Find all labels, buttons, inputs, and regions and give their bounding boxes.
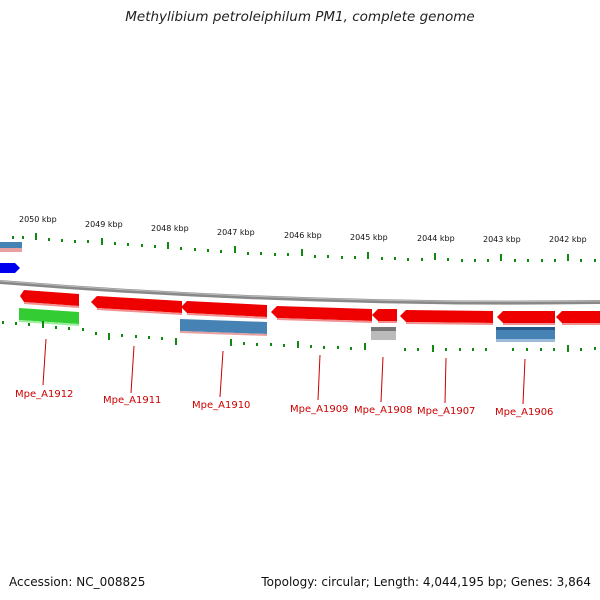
gene-label: Mpe_A1911 — [103, 395, 161, 406]
gene-label: Mpe_A1908 — [354, 405, 412, 416]
gene-label: Mpe_A1909 — [290, 404, 348, 415]
gene-arrow — [372, 309, 397, 321]
upper-left-features — [0, 242, 22, 273]
topology-text: Topology: circular; Length: 4,044,195 bp… — [261, 575, 591, 589]
gene-label: Mpe_A1906 — [495, 407, 553, 418]
grey-feature — [371, 327, 396, 331]
ruler-label: 2049 kbp — [85, 220, 123, 229]
outer-tick-track — [12, 233, 596, 262]
blue-gene-arrow — [0, 263, 20, 273]
accession-text: Accession: NC_008825 — [9, 575, 146, 589]
gene-label: Mpe_A1910 — [192, 400, 250, 411]
gene-arrow — [556, 311, 600, 323]
ruler-label: 2048 kbp — [151, 224, 189, 233]
gene-arrow — [181, 301, 267, 317]
page-title: Methylibium petroleiphilum PM1, complete… — [125, 9, 475, 25]
ruler-label: 2044 kbp — [417, 234, 455, 243]
gene-label: Mpe_A1907 — [417, 406, 475, 417]
genome-backbone — [0, 280, 600, 305]
green-feature — [19, 308, 79, 324]
ruler-label: 2043 kbp — [483, 235, 521, 244]
inner-tick-track — [2, 321, 596, 352]
feature-track — [19, 308, 555, 342]
gene-arrow — [497, 311, 555, 323]
ruler-label: 2047 kbp — [217, 228, 255, 237]
gene-label: Mpe_A1912 — [15, 389, 73, 400]
gene-labels: Mpe_A1912 Mpe_A1911 Mpe_A1910 Mpe_A1909 … — [15, 389, 553, 418]
label-leader-lines — [42, 338, 526, 405]
gene-track — [20, 290, 600, 325]
gene-arrow — [400, 310, 493, 323]
ruler-labels: 2050 kbp 2049 kbp 2048 kbp 2047 kbp 2046… — [19, 215, 587, 244]
gene-arrow — [271, 306, 372, 321]
ruler-label: 2045 kbp — [350, 233, 388, 242]
ruler-label: 2046 kbp — [284, 231, 322, 240]
ruler-label: 2042 kbp — [549, 235, 587, 244]
gene-arrow — [20, 290, 79, 306]
ruler-label: 2050 kbp — [19, 215, 57, 224]
gene-arrow — [91, 296, 182, 313]
blue-feature — [180, 319, 267, 334]
